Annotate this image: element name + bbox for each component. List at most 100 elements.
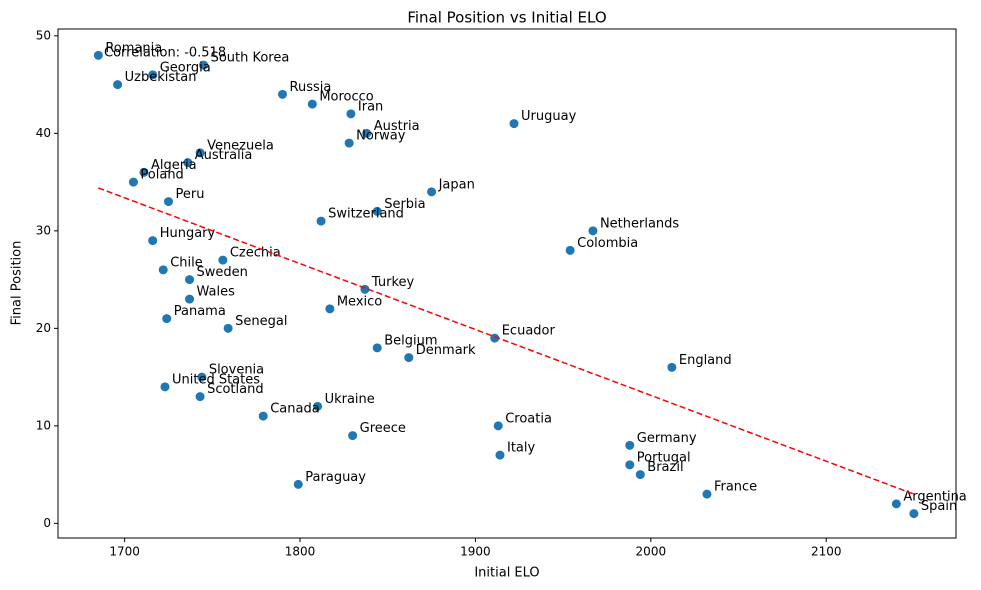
point [325,304,335,314]
point [197,372,207,382]
point-label: Ecuador [502,324,556,339]
point-label: Uzbekistan [125,70,197,85]
point-label: Uruguay [521,109,577,124]
point [258,411,268,421]
point-label: Hungary [160,226,216,241]
point [160,382,170,392]
chart-title: Final Position vs Initial ELO [407,9,606,27]
point-label: Croatia [505,411,552,426]
point [148,236,158,246]
point-label: Greece [360,421,406,436]
point-label: Belgium [384,333,437,348]
point-label: Sweden [197,265,248,280]
point [667,362,677,372]
point [635,470,645,480]
point [185,275,195,285]
point-label: Netherlands [600,216,679,231]
point-label: Canada [270,402,319,417]
point-label: Paraguay [305,470,366,485]
point-label: Panama [174,304,226,319]
point-label: Romania [105,41,162,56]
point [278,89,287,99]
point-label: Senegal [235,314,287,329]
point [404,353,414,363]
point [344,138,354,148]
point-label: South Korea [211,51,290,66]
point-label: Australia [195,148,253,163]
point [565,245,575,255]
point-label: Chile [170,255,203,270]
point [93,50,103,60]
point-label: Algeria [151,158,197,173]
point [293,479,303,489]
point [195,148,205,158]
x-tick-label: 2000 [636,545,667,559]
point-label: Venezuela [207,138,274,153]
point [307,99,317,109]
trendline [98,187,915,495]
point [163,197,173,207]
x-tick-label: 1800 [285,545,316,559]
point [195,392,205,402]
point-label: Ukraine [325,392,375,407]
annotation: Correlation: -0.518 [104,46,226,61]
point-label: Colombia [577,236,638,251]
point-label: Germany [637,431,697,446]
point-label: Peru [175,187,204,202]
y-tick-label: 50 [36,28,51,42]
point-label: United States [172,372,260,387]
point [427,187,437,197]
point-label: Switzerland [328,207,404,222]
point [372,206,382,216]
point-label: England [679,353,732,368]
point-label: Denmark [416,343,476,358]
point [891,499,901,509]
point-label: Turkey [371,275,415,290]
x-tick-label: 2100 [811,545,842,559]
point [313,401,323,411]
point-label: Serbia [384,197,425,212]
point-label: Poland [140,168,183,183]
point [183,158,193,168]
point [493,421,503,431]
x-tick-label: 1700 [109,545,140,559]
point [346,109,356,119]
point [909,509,919,519]
point-label: Georgia [160,60,211,75]
point-label: Morocco [319,90,373,105]
point [148,70,158,80]
point-label: Russia [290,80,332,95]
point-label: Czechia [230,246,281,261]
point [702,489,712,499]
point-label: Iran [358,99,383,114]
point-label: Spain [921,499,957,514]
point [372,343,382,353]
point [316,216,326,226]
y-tick-label: 40 [36,126,51,140]
point-label: Austria [374,119,420,134]
y-tick-label: 0 [43,516,51,530]
point-label: Japan [438,177,475,192]
point [158,265,168,275]
y-tick-label: 20 [36,321,51,335]
point [139,167,149,177]
point [162,314,172,324]
point-label: Wales [197,285,236,300]
point [185,294,195,304]
point-label: Norway [356,129,406,144]
y-tick-label: 10 [36,418,51,432]
point-label: Slovenia [209,363,264,378]
point-label: Brazil [647,460,683,475]
point [509,119,519,129]
point [223,323,233,333]
point [128,177,138,187]
y-axis-label: Final Position [10,241,25,326]
point [625,460,635,470]
point-label: Mexico [337,294,382,309]
point [199,60,209,70]
plot-frame [57,28,957,539]
x-tick-label: 1900 [460,545,491,559]
point [113,80,123,90]
y-tick-label: 30 [36,223,51,237]
